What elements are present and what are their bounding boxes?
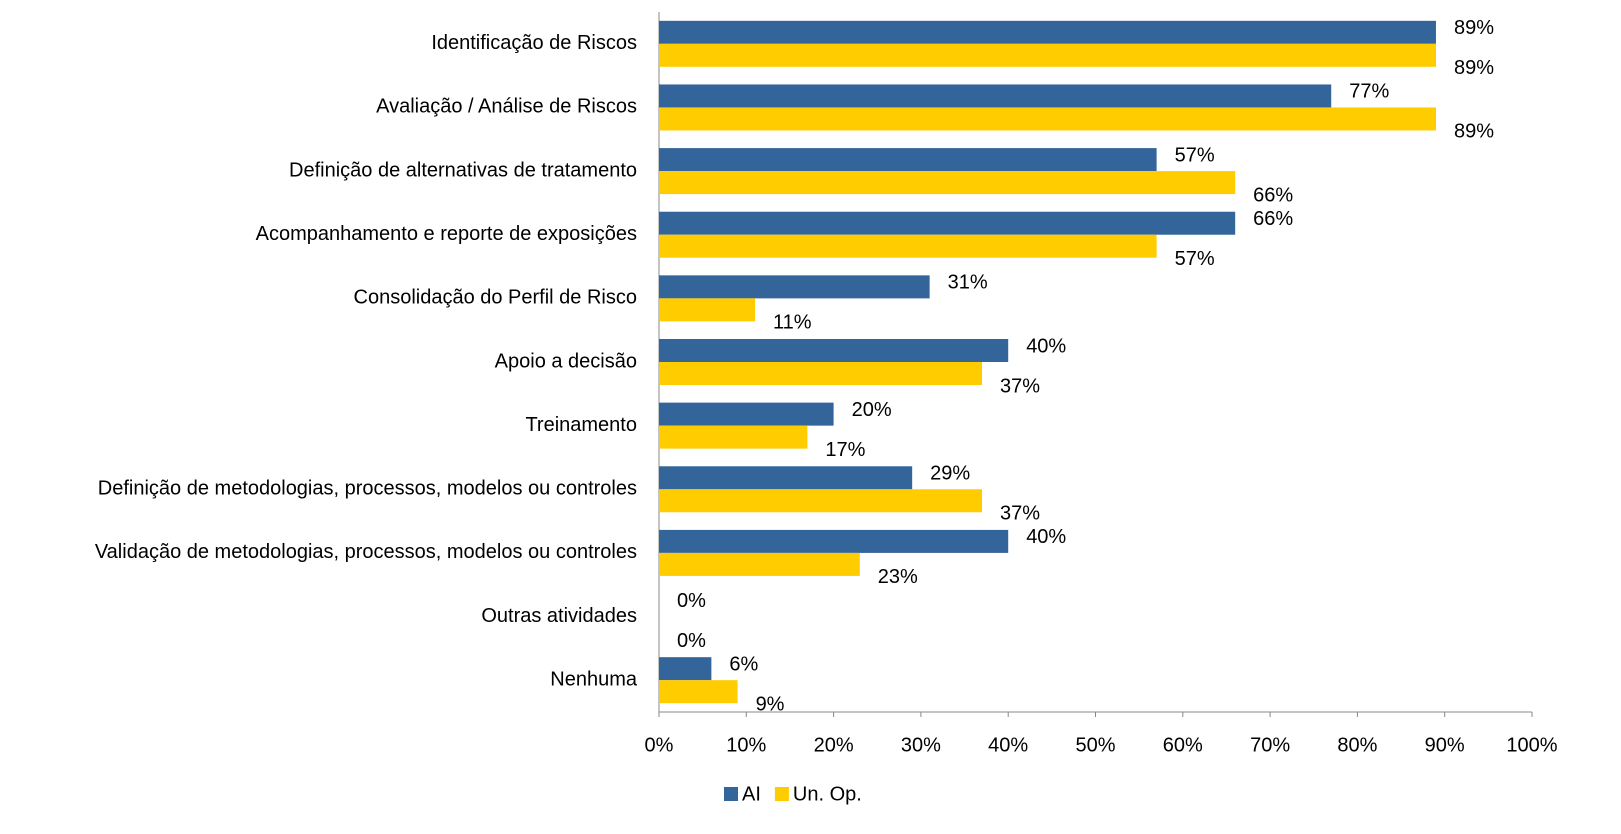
bar <box>659 43 1436 67</box>
value-label: 29% <box>930 463 970 485</box>
value-label: 66% <box>1253 184 1293 206</box>
legend-swatch <box>774 787 789 801</box>
y-tick-label: Validação de metodologias, processos, mo… <box>95 541 637 563</box>
value-label: 89% <box>1454 121 1494 143</box>
bar <box>659 402 834 426</box>
x-tick-label: 90% <box>1425 734 1465 756</box>
value-label: 17% <box>825 439 865 461</box>
bar <box>659 552 860 576</box>
y-tick-label: Nenhuma <box>550 668 638 690</box>
bar <box>659 529 1009 553</box>
bar <box>659 339 1009 362</box>
bar <box>659 362 983 385</box>
value-label: 40% <box>1026 526 1066 548</box>
y-tick-label: Consolidação do Perfil de Risco <box>354 287 638 309</box>
x-tick-label: 40% <box>988 734 1028 756</box>
bar <box>659 211 1236 235</box>
bar <box>659 171 1236 195</box>
y-tick-label: Definição de metodologias, processos, mo… <box>98 478 637 500</box>
x-tick-label: 30% <box>901 734 941 756</box>
value-label: 89% <box>1454 17 1494 39</box>
x-tick-label: 70% <box>1250 734 1290 756</box>
value-label: 37% <box>1000 503 1040 525</box>
value-label: 31% <box>948 272 988 294</box>
y-tick-label: Apoio a decisão <box>495 350 637 372</box>
value-label: 20% <box>852 399 892 421</box>
x-tick-label: 100% <box>1506 734 1557 756</box>
bar <box>659 84 1332 108</box>
x-tick-label: 50% <box>1075 734 1115 756</box>
x-tick-label: 20% <box>814 734 854 756</box>
value-label: 57% <box>1175 248 1215 270</box>
y-tick-label: Outras atividades <box>481 605 637 627</box>
value-label: 0% <box>677 630 706 652</box>
value-label: 57% <box>1175 144 1215 166</box>
y-tick-label: Acompanhamento e reporte de exposições <box>256 223 637 245</box>
value-label: 40% <box>1026 335 1066 357</box>
bar <box>659 148 1157 172</box>
value-label: 11% <box>773 312 812 334</box>
bar <box>659 466 913 490</box>
bar <box>659 680 738 704</box>
value-label: 77% <box>1349 81 1389 103</box>
x-tick-label: 0% <box>645 734 674 756</box>
value-label: 9% <box>756 693 785 715</box>
bar <box>659 275 930 299</box>
value-label: 37% <box>1000 375 1040 397</box>
x-tick-label: 80% <box>1337 734 1377 756</box>
bar <box>659 234 1157 258</box>
legend-label: AI <box>742 783 761 805</box>
bar <box>659 107 1436 131</box>
value-label: 0% <box>677 590 706 612</box>
y-tick-label: Treinamento <box>525 414 637 436</box>
bar <box>659 425 808 449</box>
legend-label: Un. Op. <box>793 783 862 805</box>
bar <box>659 298 756 322</box>
value-label: 89% <box>1454 57 1494 79</box>
bar <box>659 657 712 681</box>
bar <box>659 20 1436 44</box>
bar <box>659 489 983 513</box>
value-label: 23% <box>878 566 918 588</box>
value-label: 6% <box>729 653 758 675</box>
y-tick-label: Avaliação / Análise de Riscos <box>376 96 637 118</box>
value-label: 66% <box>1253 208 1293 230</box>
legend-swatch <box>724 787 738 801</box>
x-tick-label: 60% <box>1163 734 1203 756</box>
y-tick-label: Identificação de Riscos <box>431 32 637 54</box>
y-tick-label: Definição de alternativas de tratamento <box>289 159 637 181</box>
x-tick-label: 10% <box>726 734 766 756</box>
